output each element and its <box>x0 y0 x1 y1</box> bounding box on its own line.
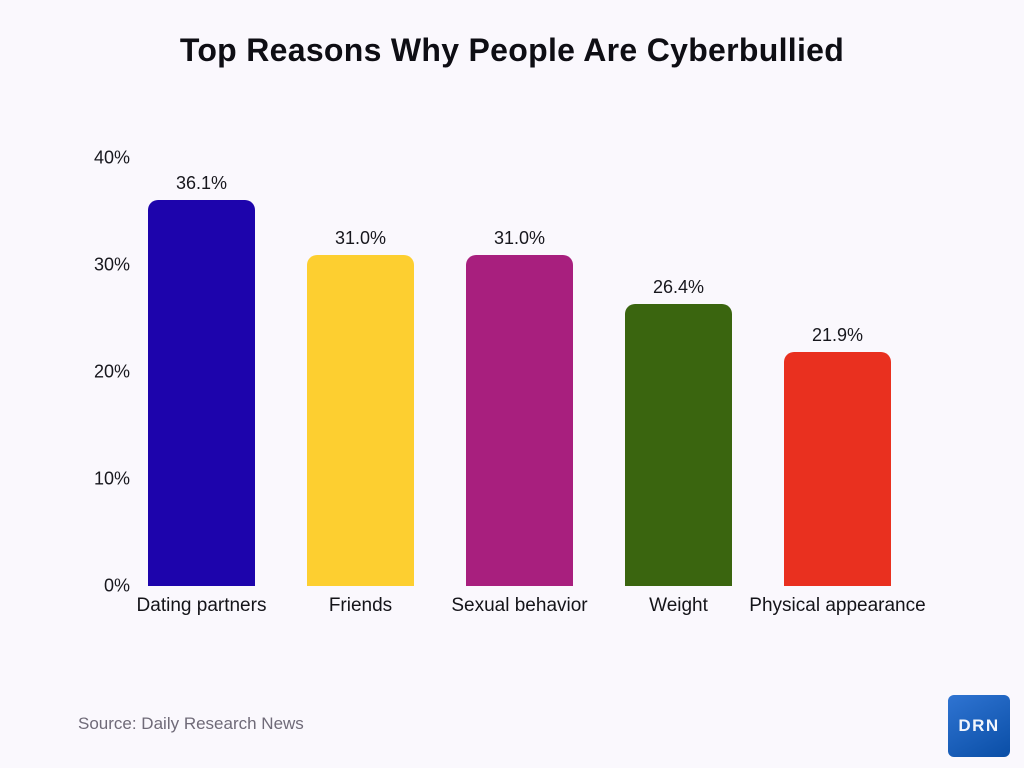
value-label-dating-partners: 36.1% <box>175 173 228 193</box>
bar-dating-partners <box>148 200 255 586</box>
y-axis-tick-20-: 20% <box>93 361 130 382</box>
drn-logo: DRN <box>948 695 1010 757</box>
value-label-weight: 26.4% <box>652 277 705 297</box>
value-label-physical-appearance: 21.9% <box>811 325 864 345</box>
bar-physical-appearance <box>784 352 891 586</box>
bar-weight <box>625 304 732 586</box>
bar-friends <box>307 255 414 586</box>
category-label-sexual-behavior: Sexual behavior <box>451 595 588 616</box>
source-attribution: Source: Daily Research News <box>78 714 304 733</box>
category-label-weight: Weight <box>649 595 708 616</box>
value-label-sexual-behavior: 31.0% <box>493 228 546 248</box>
category-label-friends: Friends <box>328 595 393 616</box>
y-axis-tick-0-: 0% <box>103 575 130 596</box>
bar-sexual-behavior <box>466 255 573 586</box>
value-label-friends: 31.0% <box>334 228 387 248</box>
category-label-dating-partners: Dating partners <box>136 595 267 616</box>
chart-title: Top Reasons Why People Are Cyberbullied <box>179 32 845 68</box>
y-axis-tick-40-: 40% <box>93 147 130 168</box>
category-label-physical-appearance: Physical appearance <box>749 595 926 616</box>
drn-logo-text: DRN <box>958 716 1000 735</box>
y-axis-tick-30-: 30% <box>93 254 130 275</box>
y-axis-tick-10-: 10% <box>93 468 130 489</box>
